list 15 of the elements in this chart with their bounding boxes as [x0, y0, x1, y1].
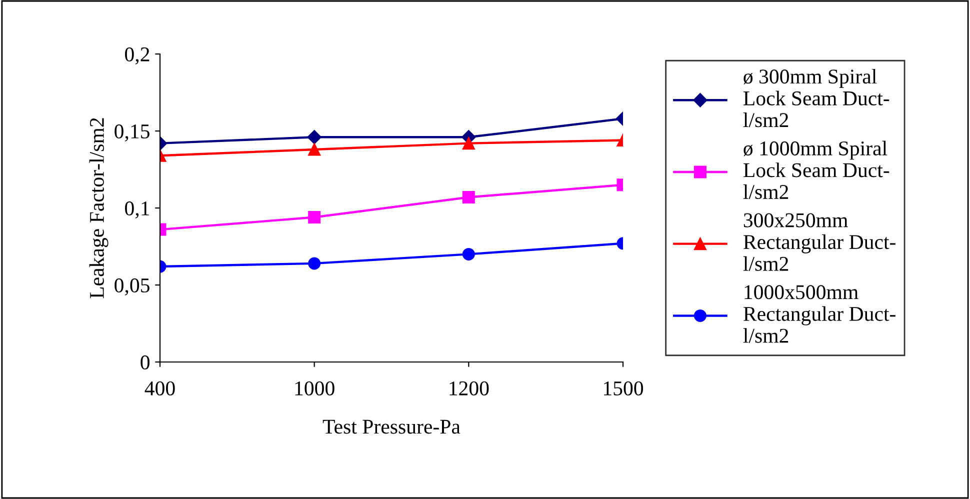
legend-label: ø 300mm Spiral Lock Seam Duct- l/sm2: [743, 68, 890, 128]
x-axis-title: Test Pressure-Pa: [322, 420, 460, 434]
x-tick-label: 400: [144, 381, 175, 396]
y-tick-label: 0,2: [125, 47, 150, 64]
y-axis-title: Leakage Factor-l/sm2: [89, 118, 108, 298]
x-tick-label: 1200: [450, 381, 489, 396]
y-tick-label: 0,1: [125, 201, 150, 218]
y-tick-label: 0,15: [114, 124, 150, 142]
x-tick-label: 1500: [604, 381, 644, 396]
legend-label: ø 1000mm Spiral Lock Seam Duct- l/sm2: [743, 140, 890, 200]
y-tick-label: 0,05: [114, 278, 150, 296]
legend-label: 1000x500mm Rectangular Duct- l/sm2: [743, 285, 896, 343]
x-tick-label: 1000: [295, 381, 334, 396]
legend-label: 300x250mm Rectangular Duct- l/sm2: [743, 213, 896, 271]
y-tick-label: 0: [140, 355, 150, 370]
